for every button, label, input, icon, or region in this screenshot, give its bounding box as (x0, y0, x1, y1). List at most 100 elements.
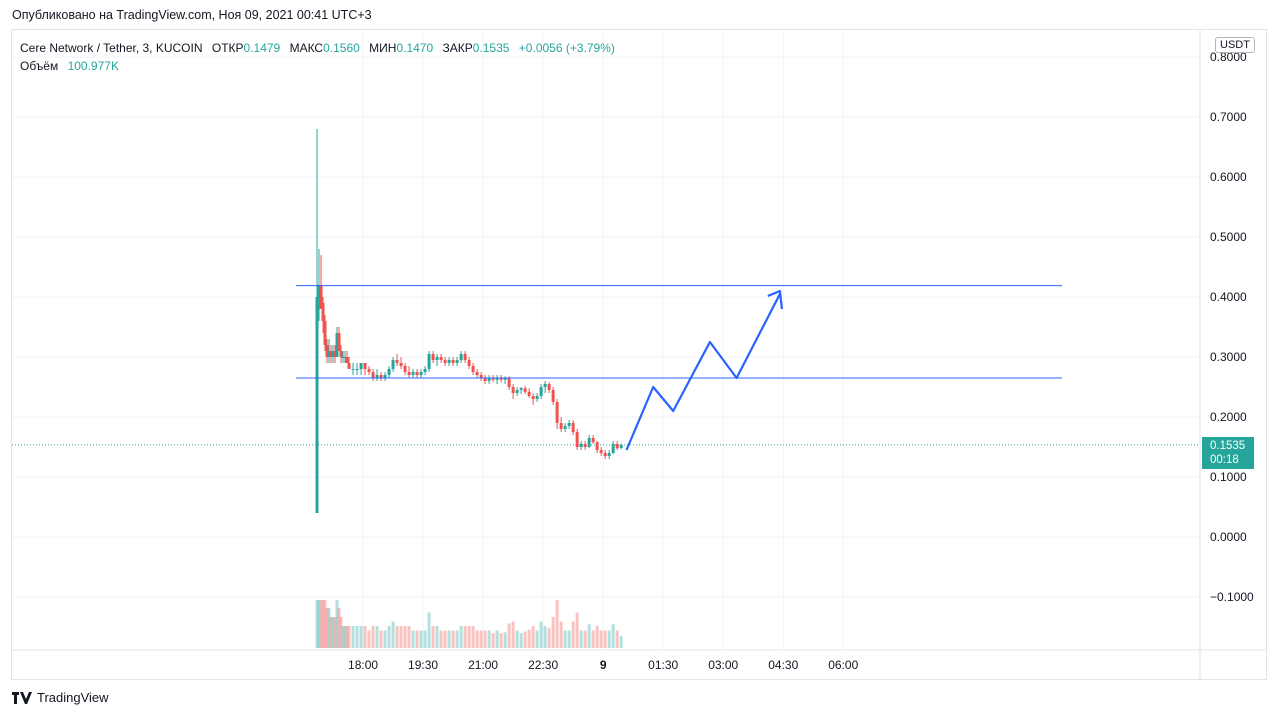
legend-close-label: ЗАКР (442, 41, 473, 55)
candle-body (571, 423, 575, 432)
chart-grid (12, 30, 1200, 649)
volume-bar (555, 600, 559, 648)
candle-body (359, 363, 363, 369)
legend-open: 0.1479 (243, 41, 281, 55)
volume-bar (367, 630, 371, 648)
candle-body (519, 388, 523, 390)
candle-body (321, 303, 325, 321)
volume-bar (523, 631, 527, 648)
candle-body (575, 432, 579, 447)
candle-body (463, 354, 467, 360)
candle-body (423, 369, 427, 372)
candle-body (439, 357, 443, 360)
x-tick-label: 18:00 (348, 658, 378, 672)
volume-bar (335, 600, 339, 648)
legend-high-label: МАКС (289, 41, 324, 55)
volume-bar (587, 624, 591, 648)
volume-bar (351, 626, 355, 648)
legend-change: +0.0056 (+3.79%) (518, 41, 615, 55)
volume-bar (467, 626, 471, 648)
volume-bar (443, 630, 447, 648)
candle-body (407, 372, 411, 375)
volume-bar (479, 630, 483, 648)
last-price-value: 0.1535 (1210, 440, 1246, 452)
volume-bar (571, 621, 575, 648)
candle-body (379, 375, 383, 378)
volume-bar (507, 623, 511, 648)
candle-body (495, 378, 499, 380)
volume-bar (319, 600, 323, 648)
x-tick-label: 06:00 (828, 658, 858, 672)
volume-bar (371, 626, 375, 648)
volume-bar (363, 626, 367, 648)
y-tick-label: 0.5000 (1210, 230, 1247, 244)
volume-bar (591, 630, 595, 648)
volume-bar (419, 630, 423, 648)
x-tick-label: 01:30 (648, 658, 678, 672)
volume-bar (463, 626, 467, 648)
volume-bar (563, 630, 567, 648)
volume-bar (539, 621, 543, 648)
volume-bar (415, 630, 419, 648)
candle-body (547, 384, 551, 390)
candle-body (431, 354, 435, 360)
candle-body (367, 369, 371, 372)
volume-bar (323, 600, 327, 648)
candle-body (403, 366, 407, 372)
volume-bar (543, 626, 547, 648)
chart-frame[interactable] (11, 29, 1267, 680)
x-tick-label: 22:30 (528, 658, 558, 672)
volume-bar (535, 630, 539, 648)
brand[interactable]: TradingView (12, 690, 109, 705)
candle-body (467, 360, 471, 366)
candle-body (611, 444, 615, 453)
candle-body (479, 375, 483, 378)
volume-bar (435, 626, 439, 648)
volume-bar (341, 626, 345, 648)
candle-body (567, 423, 571, 426)
volume-bar (519, 633, 523, 648)
volume-bar (331, 617, 335, 648)
volume-bar (411, 630, 415, 648)
candle-body (483, 378, 487, 381)
legend-low-label: МИН (369, 41, 397, 55)
candle-body (371, 372, 375, 378)
volume-bar (375, 626, 379, 648)
x-tick-label: 03:00 (708, 658, 738, 672)
volume-bar (615, 630, 619, 648)
candle-body (511, 387, 515, 393)
candles (315, 129, 623, 513)
volume-bar (595, 626, 599, 648)
y-tick-label: 0.6000 (1210, 170, 1247, 184)
candle-body (415, 372, 419, 375)
candle-body (335, 333, 339, 357)
volume-bar (447, 630, 451, 648)
candle-body (471, 366, 475, 372)
x-tick-label: 04:30 (768, 658, 798, 672)
candle-body (443, 360, 447, 363)
volume-bar (603, 630, 607, 648)
candle-body (507, 378, 511, 387)
volume-bar (355, 626, 359, 648)
volume-bar (575, 612, 579, 648)
volume-bar (327, 608, 331, 648)
legend-high: 0.1560 (323, 41, 360, 55)
volume-bar (391, 621, 395, 648)
legend-volume-label: Объём (20, 59, 59, 73)
volume-bar (491, 633, 495, 648)
candle-body (387, 369, 391, 375)
volume-bar (321, 600, 325, 648)
volume-bar (607, 630, 611, 648)
candle-body (399, 363, 403, 366)
candle-body (345, 357, 349, 363)
currency-button[interactable]: USDT (1215, 37, 1255, 53)
candle-body (427, 354, 431, 369)
volume-bar (317, 600, 321, 648)
candle-body (499, 378, 503, 380)
candle-body (323, 321, 327, 345)
volume-bar (403, 626, 407, 648)
legend-low: 0.1470 (396, 41, 434, 55)
candle-body (455, 360, 459, 363)
candle-body (419, 372, 423, 375)
